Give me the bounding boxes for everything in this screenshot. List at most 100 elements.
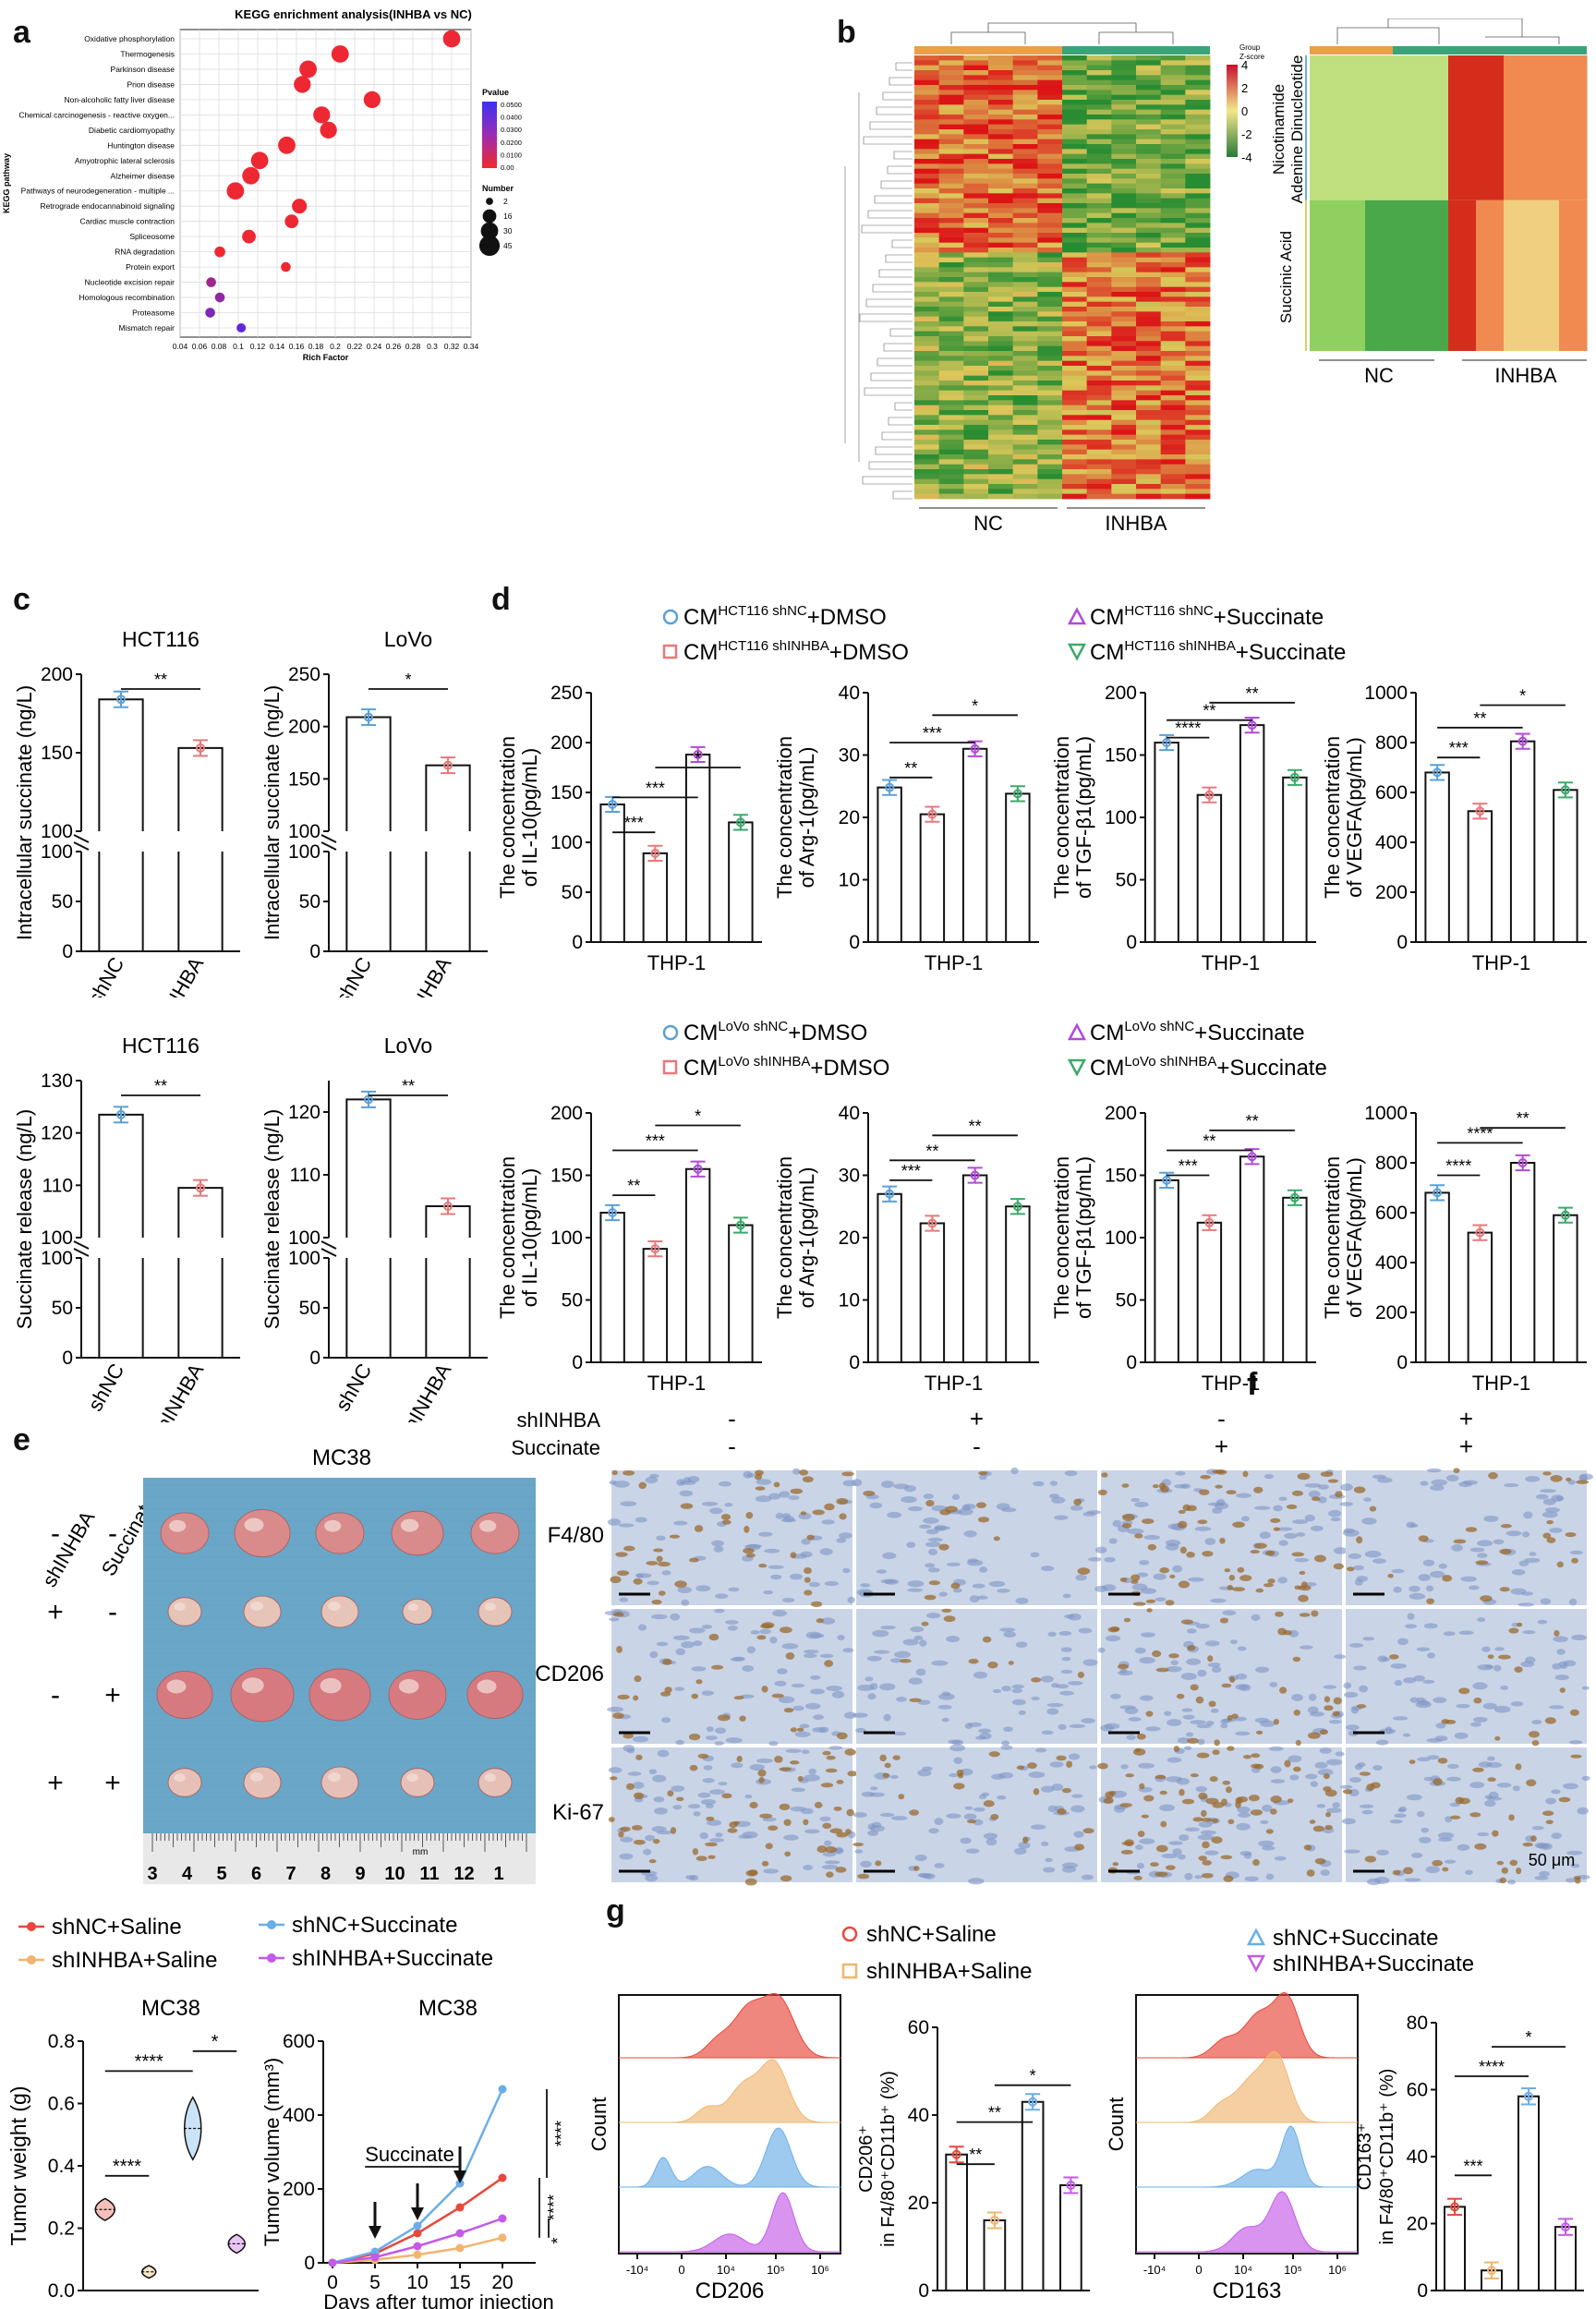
sig-label: *	[405, 671, 411, 689]
x-tick-label: shINHBA	[393, 953, 455, 997]
stain-label: F4/80	[548, 1523, 604, 1548]
heat-cell	[1037, 390, 1063, 396]
stained-cell	[1255, 1588, 1264, 1593]
nucleus	[1348, 1642, 1364, 1648]
heat-cell	[1086, 301, 1112, 308]
zscore-tick: 0	[1241, 104, 1248, 118]
stained-cell	[925, 1500, 935, 1507]
heat-cell	[1160, 109, 1186, 115]
nucleus	[1104, 1556, 1116, 1563]
stained-cell	[1211, 1836, 1223, 1844]
series-point	[413, 2229, 422, 2238]
nucleus	[731, 1762, 744, 1769]
heat-cell	[1012, 381, 1038, 386]
left-dendrogram	[889, 328, 913, 337]
ruler-number: 6	[251, 1864, 261, 1884]
nucleus	[952, 1588, 962, 1593]
nucleus	[1296, 1532, 1306, 1537]
heat-cell	[1037, 356, 1063, 362]
stained-cell	[1556, 1561, 1564, 1568]
row-label-succinate: Succinate	[511, 1436, 600, 1459]
heat-cell	[1086, 405, 1112, 411]
nucleus	[1082, 1659, 1098, 1666]
legend-symbol	[841, 1963, 858, 1979]
pvalue-tick: 0.0200	[501, 139, 522, 147]
heat-cell	[1086, 375, 1112, 381]
heat-cell	[1310, 55, 1338, 200]
nucleus	[775, 1512, 784, 1519]
stained-cell	[1292, 1656, 1301, 1662]
heat-cell	[914, 60, 940, 66]
nucleus	[1140, 1695, 1154, 1701]
heat-cell	[938, 153, 964, 160]
heat-cell	[1185, 115, 1211, 120]
sig-label: ***	[923, 724, 942, 743]
number-legend-dot	[482, 209, 497, 224]
nucleus	[869, 1792, 885, 1797]
heat-cell	[1160, 233, 1186, 238]
nucleus	[802, 1749, 810, 1755]
heat-cell	[1185, 390, 1211, 396]
heat-cell	[1136, 115, 1162, 120]
heat-cell	[1111, 277, 1137, 283]
heat-cell	[1086, 70, 1112, 76]
heat-cell	[938, 385, 964, 392]
x-tick-label: -10⁴	[1143, 2263, 1166, 2277]
heat-cell	[1136, 55, 1162, 61]
nucleus	[1058, 1723, 1067, 1731]
stained-cell	[1160, 1485, 1169, 1493]
nucleus	[1112, 1519, 1122, 1528]
heat-cell	[988, 321, 1014, 327]
data-point	[1475, 1227, 1485, 1238]
heat-cell	[938, 212, 964, 219]
heat-cell	[1062, 484, 1088, 490]
heat-cell	[1012, 375, 1038, 381]
nucleus	[910, 1626, 925, 1633]
stained-cell	[1494, 1735, 1501, 1741]
heat-cell	[1185, 375, 1211, 381]
panel-label-d: d	[491, 582, 511, 617]
zscore-tick: 4	[1241, 58, 1248, 72]
nucleus	[1299, 1645, 1313, 1650]
x-tick-label: 0.06	[192, 342, 208, 351]
tumor-highlight	[320, 1677, 342, 1694]
heat-cell	[1062, 208, 1088, 214]
heat-cell	[1160, 267, 1186, 273]
heat-cell	[1136, 326, 1162, 332]
mark-shinhba: +	[970, 1405, 984, 1433]
heat-cell	[1062, 262, 1088, 268]
tumor-highlight	[174, 1602, 186, 1612]
nucleus	[728, 1587, 740, 1592]
stained-cell	[1228, 1574, 1236, 1581]
nucleus	[1003, 1726, 1013, 1733]
nucleus	[618, 1523, 635, 1528]
bubble	[206, 277, 216, 287]
heat-cell	[963, 168, 989, 175]
data-point	[1204, 1217, 1215, 1227]
y-axis-label: The concentration	[1321, 1156, 1344, 1319]
left-dendrogram	[878, 269, 913, 278]
y-axis-label: CD163⁺	[1355, 2123, 1375, 2191]
nucleus	[1061, 1656, 1071, 1662]
tumor-highlight	[406, 1773, 418, 1783]
stained-cell	[611, 1469, 618, 1476]
stained-cell	[1197, 1519, 1208, 1525]
heat-cell	[1160, 469, 1186, 475]
heat-cell	[988, 129, 1014, 135]
nucleus	[879, 1683, 896, 1691]
stained-cell	[1200, 1474, 1211, 1480]
sig-label: *	[1519, 687, 1526, 706]
x-axis-label: THP-1	[1202, 1372, 1261, 1395]
sig-label: ****	[552, 2121, 571, 2146]
nucleus	[1465, 1869, 1473, 1875]
heat-cell	[1136, 434, 1162, 441]
heat-cell	[1062, 493, 1088, 500]
nucleus	[789, 1573, 804, 1580]
heat-cell	[1136, 149, 1162, 155]
nucleus	[702, 1778, 715, 1783]
data-point	[1289, 772, 1300, 782]
heat-cell	[1012, 493, 1038, 500]
heat-cell	[1111, 390, 1137, 396]
nucleus	[1207, 1662, 1221, 1668]
y-tick-label: 50	[299, 1298, 320, 1319]
